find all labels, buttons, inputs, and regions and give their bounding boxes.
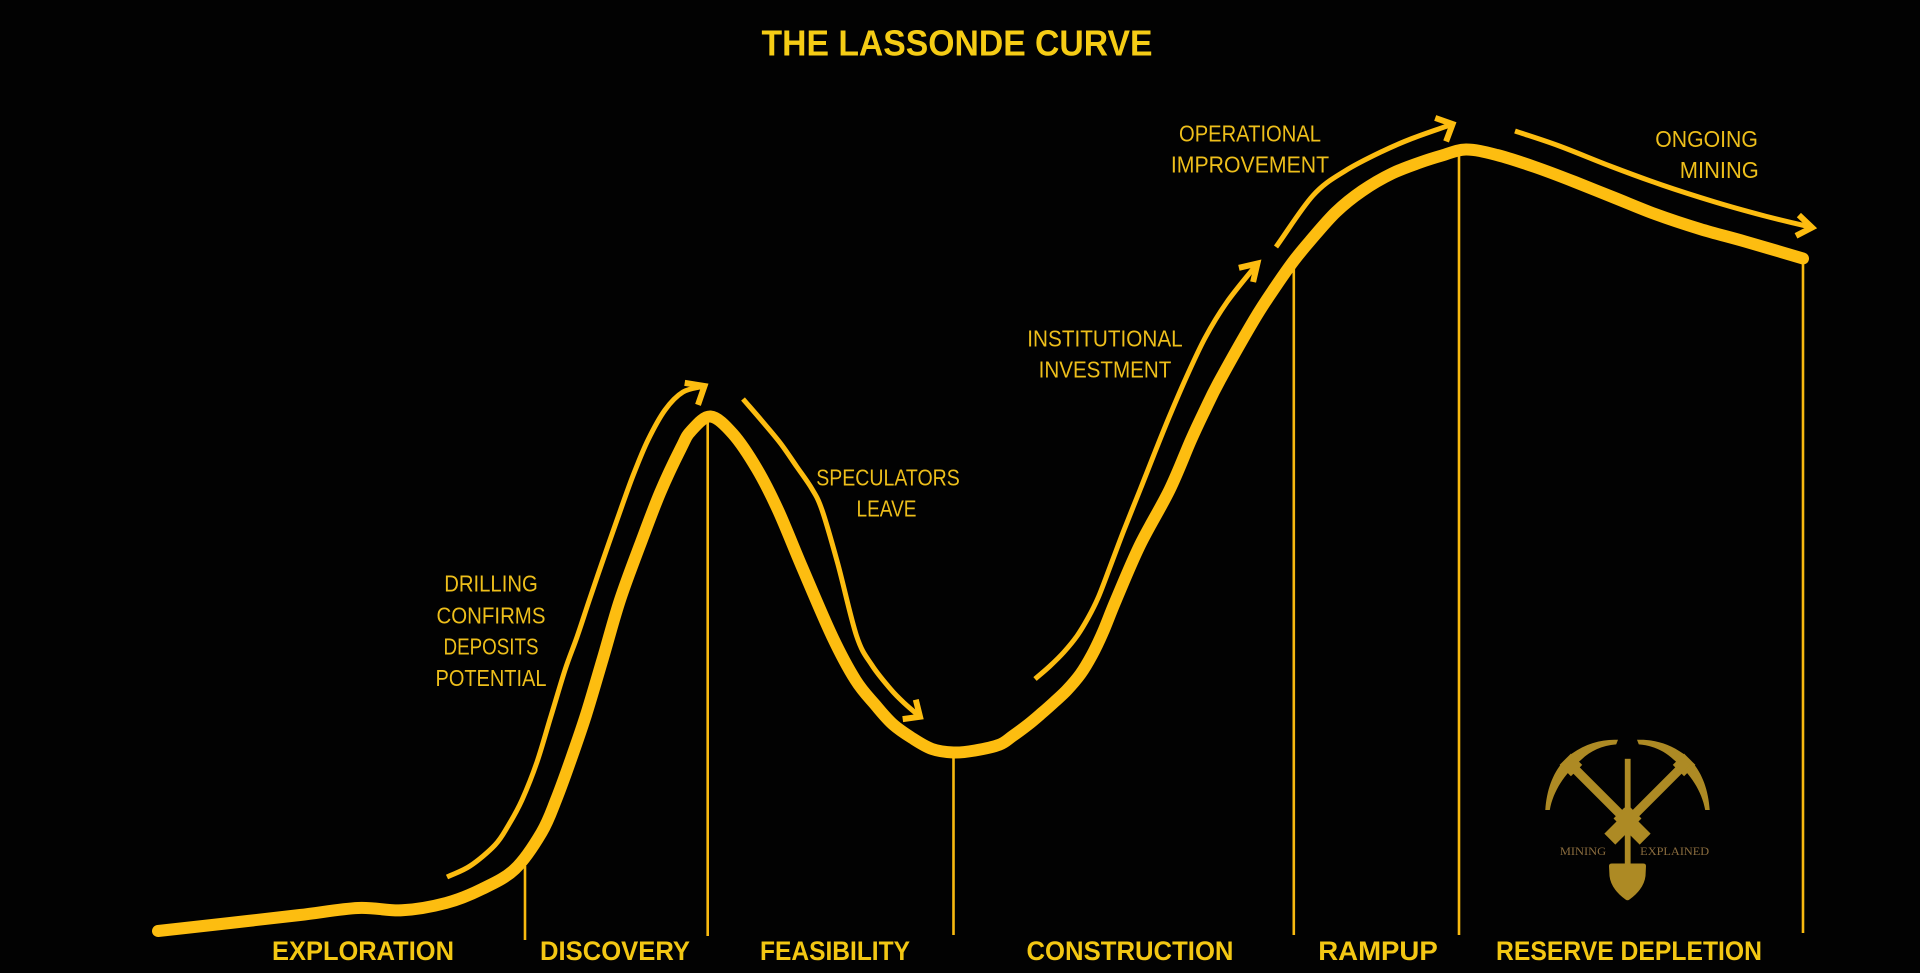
svg-text:RAMPUP: RAMPUP <box>1318 936 1438 966</box>
svg-text:POTENTIAL: POTENTIAL <box>436 665 547 691</box>
svg-text:EXPLAINED: EXPLAINED <box>1640 844 1709 858</box>
svg-text:INVESTMENT: INVESTMENT <box>1039 357 1172 383</box>
svg-text:EXPLORATION: EXPLORATION <box>272 936 454 966</box>
svg-text:DISCOVERY: DISCOVERY <box>540 936 690 966</box>
svg-text:RESERVE DEPLETION: RESERVE DEPLETION <box>1496 936 1762 966</box>
svg-text:DEPOSITS: DEPOSITS <box>444 634 539 660</box>
svg-text:IMPROVEMENT: IMPROVEMENT <box>1171 152 1329 178</box>
svg-text:MINING: MINING <box>1680 157 1759 183</box>
svg-text:ONGOING: ONGOING <box>1655 126 1758 152</box>
svg-text:CONSTRUCTION: CONSTRUCTION <box>1027 936 1234 966</box>
svg-text:LEAVE: LEAVE <box>857 496 917 522</box>
svg-text:THE LASSONDE CURVE: THE LASSONDE CURVE <box>762 23 1153 64</box>
svg-text:SPECULATORS: SPECULATORS <box>816 465 960 491</box>
svg-text:CONFIRMS: CONFIRMS <box>437 602 546 628</box>
svg-text:FEASIBILITY: FEASIBILITY <box>760 936 910 966</box>
svg-text:MINING: MINING <box>1560 844 1607 858</box>
svg-text:OPERATIONAL: OPERATIONAL <box>1179 121 1321 147</box>
svg-text:DRILLING: DRILLING <box>444 571 538 597</box>
svg-text:INSTITUTIONAL: INSTITUTIONAL <box>1027 326 1183 352</box>
